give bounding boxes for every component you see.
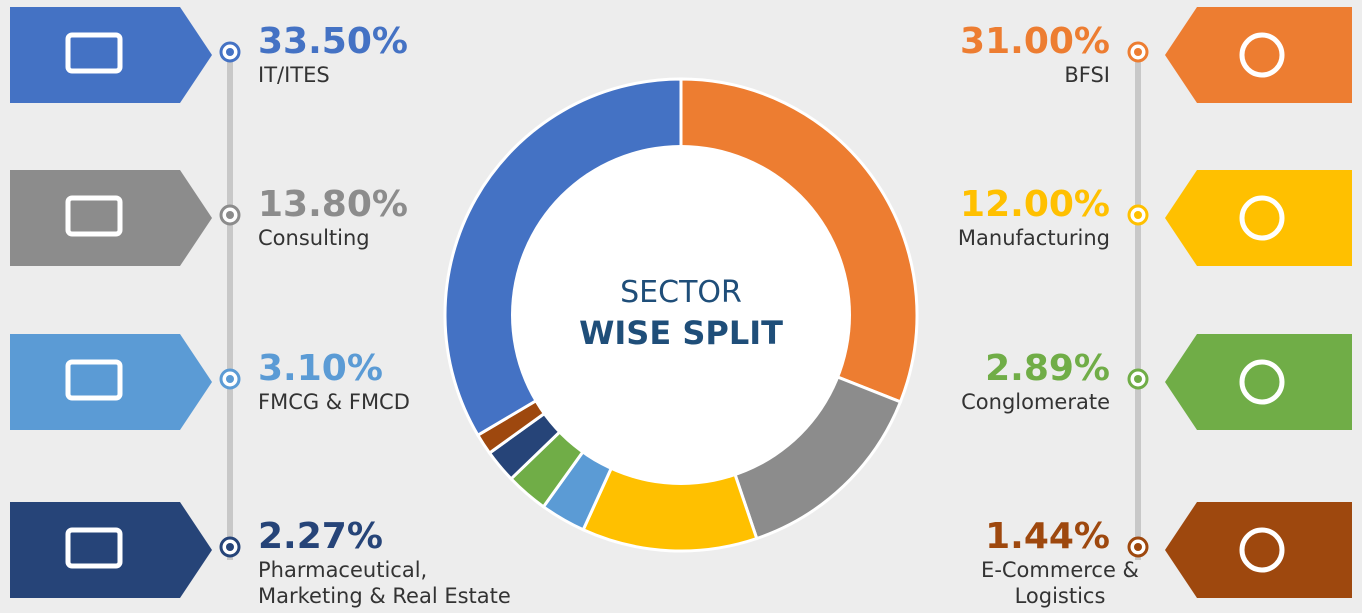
category-label: Conglomerate (961, 390, 1110, 414)
icon (65, 527, 123, 569)
category-label: Pharmaceutical, Marketing & Real Estate (258, 558, 511, 608)
icon (1239, 527, 1285, 573)
icon-banner (1165, 334, 1352, 430)
value-label: 3.10% (258, 348, 383, 389)
value-label: 33.50% (258, 21, 408, 62)
category-label: IT/ITES (258, 63, 330, 87)
icon-banner (10, 334, 212, 430)
icon-banner (1165, 170, 1352, 266)
value-label: 2.27% (258, 516, 383, 557)
category-label: FMCG & FMCD (258, 390, 410, 414)
category-label: BFSI (1064, 63, 1110, 87)
icon (65, 359, 123, 401)
value-label: 2.89% (985, 348, 1110, 389)
value-label: 31.00% (960, 21, 1110, 62)
category-label: E-Commerce & Logistics (981, 558, 1139, 608)
icon (1239, 32, 1285, 78)
donut-hole (511, 145, 851, 485)
value-label: 12.00% (960, 184, 1110, 225)
icon-banner (10, 7, 212, 103)
target-dot (1134, 211, 1142, 219)
target-dot (1134, 48, 1142, 56)
icon (65, 195, 123, 237)
icon-banner (10, 502, 212, 598)
center-title: SECTOR (620, 275, 742, 310)
category-label: Consulting (258, 226, 370, 250)
icon-banner (1165, 502, 1352, 598)
category-label: Manufacturing (958, 226, 1110, 250)
target-dot (1134, 543, 1142, 551)
target-dot (226, 375, 234, 383)
target-dot (226, 543, 234, 551)
icon (1239, 195, 1285, 241)
value-label: 13.80% (258, 184, 408, 225)
center-subtitle: WISE SPLIT (579, 314, 783, 352)
icon-banner (10, 170, 212, 266)
icon (65, 32, 123, 74)
target-dot (226, 48, 234, 56)
target-dot (226, 211, 234, 219)
icon (1239, 359, 1285, 405)
target-dot (1134, 375, 1142, 383)
value-label: 1.44% (985, 516, 1110, 557)
icon-banner (1165, 7, 1352, 103)
